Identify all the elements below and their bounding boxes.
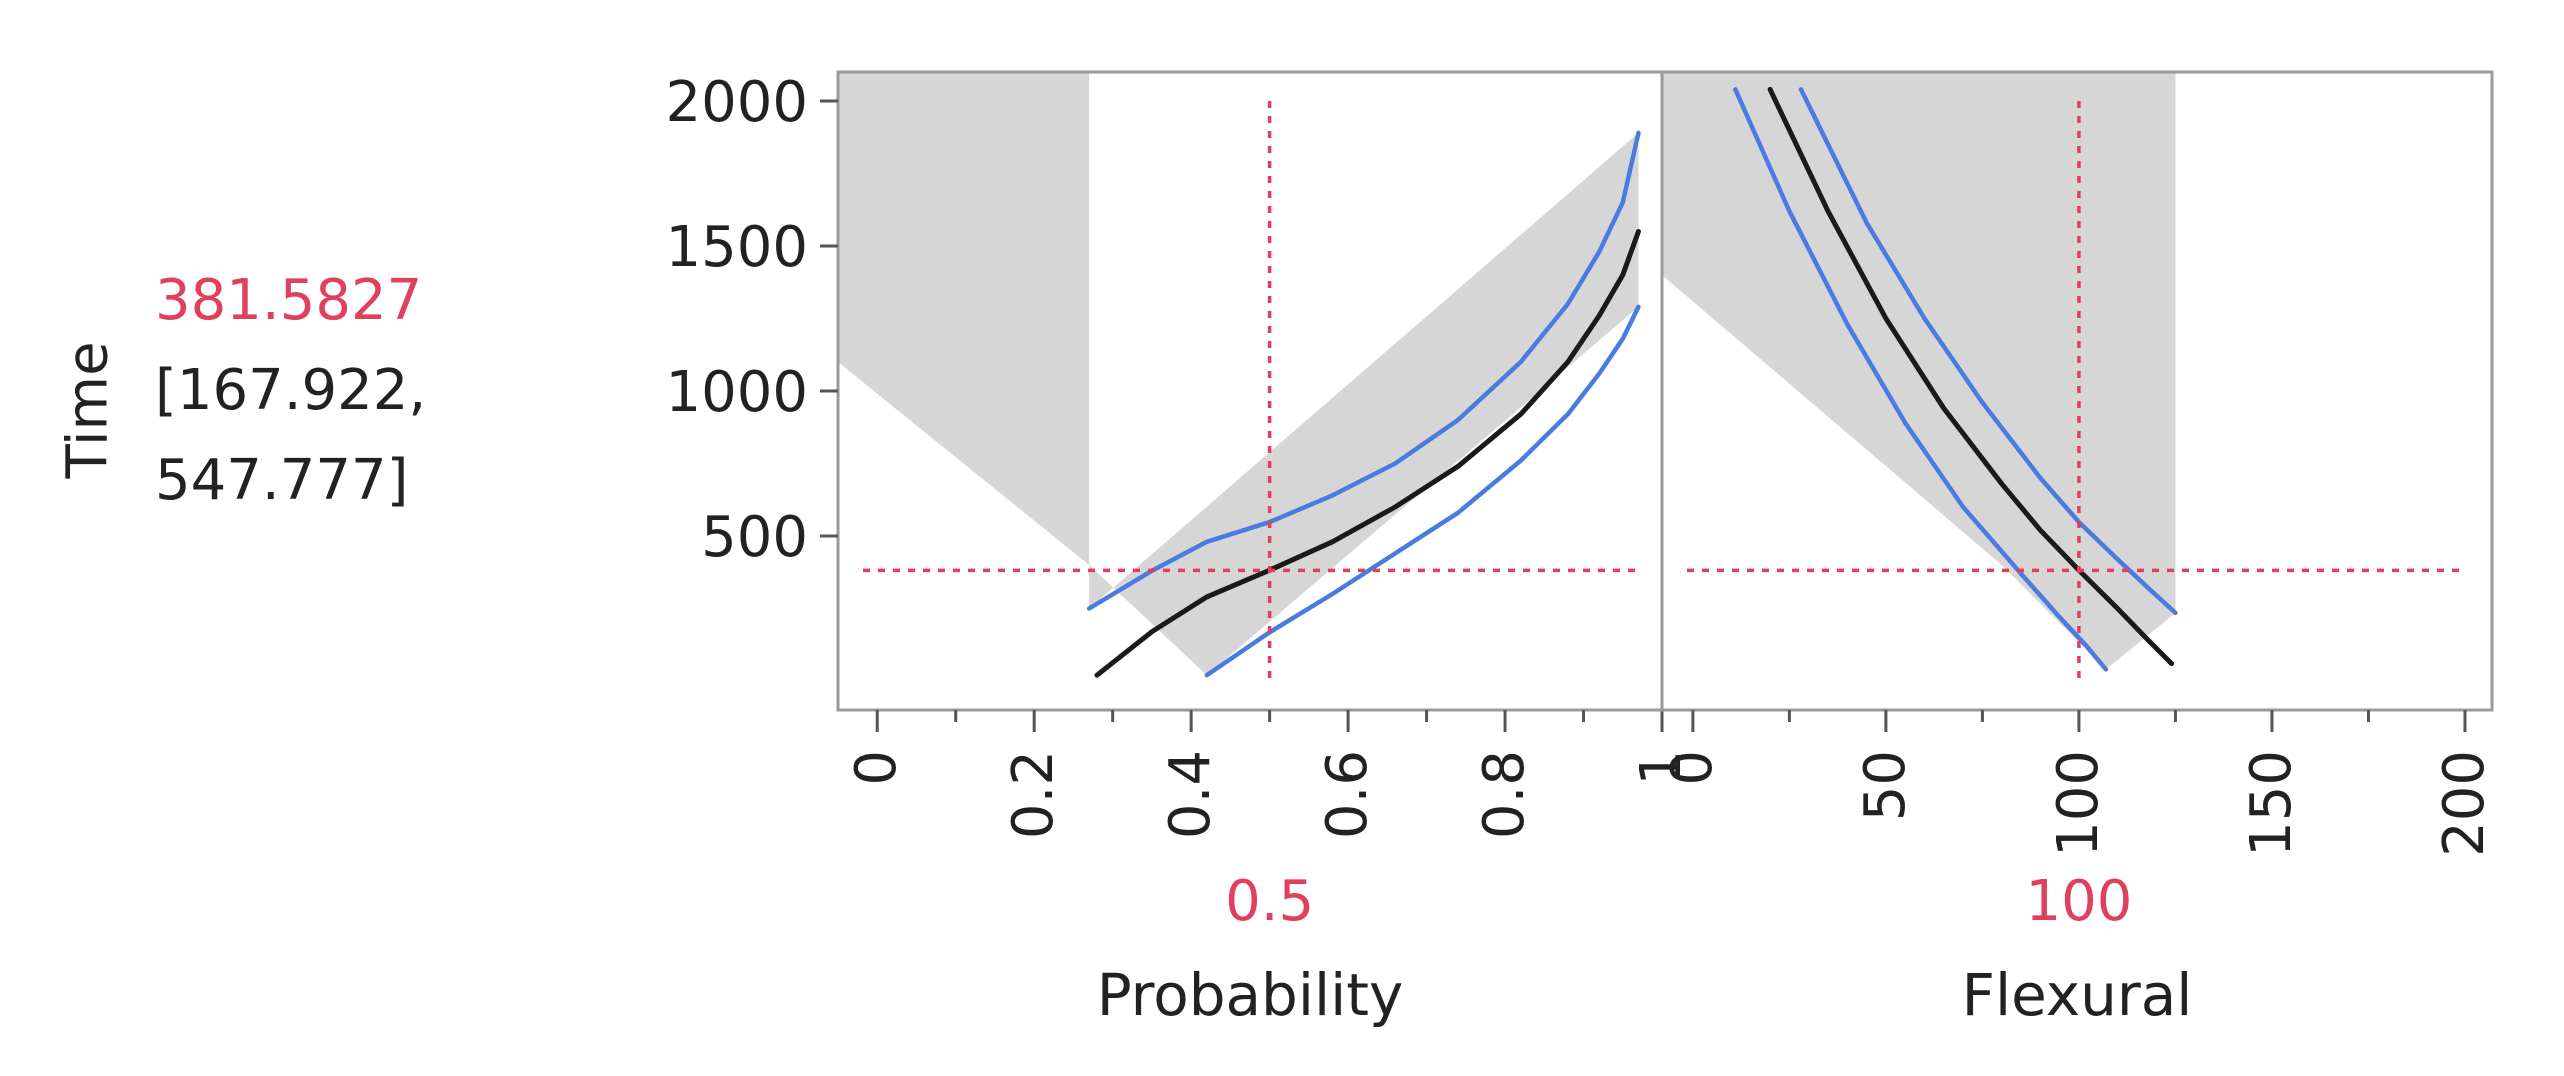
x-tick-label: 100 [2046, 750, 2111, 857]
confidence-interval-upper: 547.777] [155, 448, 409, 513]
series-upper-line [1086, 130, 1641, 611]
confidence-interval-lower: [167.922, [155, 358, 427, 423]
x-tick-label: 0.4 [1158, 750, 1223, 839]
x-tick-label: 0 [844, 750, 909, 786]
x-tick-label: 0.8 [1472, 750, 1537, 839]
series-lower-line [1204, 304, 1641, 678]
x-tick-label: 50 [1853, 750, 1918, 821]
y-tick-label: 1000 [665, 360, 808, 425]
series-prediction-line [1094, 229, 1641, 678]
x-tick-label: 0.6 [1315, 750, 1380, 839]
series-upper-line [1798, 87, 2178, 616]
x-tick-label: 0.2 [1001, 750, 1066, 839]
x-tick-label: 150 [2239, 750, 2304, 857]
x-axis-title: Probability [1097, 961, 1404, 1029]
x-tick-label: 200 [2432, 750, 2497, 857]
shaded-region-0 [838, 72, 1090, 565]
x-tick-label: 0 [1660, 750, 1725, 786]
panel-probability: 0 0.2 0.4 0.6 0.8 1 0.5 Probability 500 1000 1500 2… [665, 70, 1694, 1029]
y-tick-label: 2000 [665, 70, 808, 135]
series-prediction-line [1767, 86, 2175, 667]
panel-plot-area [838, 72, 1662, 710]
series-lower-line [1733, 87, 2109, 672]
panel-frame [1660, 70, 2494, 712]
current-x-value: 100 [2025, 869, 2132, 934]
y-tick-label: 1500 [665, 215, 808, 280]
y-tick-label: 500 [701, 505, 808, 570]
shaded-region-1 [1089, 132, 1639, 676]
predicted-value: 381.5827 [155, 268, 423, 333]
response-readout: Time 381.5827 [167.922, 547.777] [0, 0, 600, 700]
x-tick-label: 1 [1629, 750, 1694, 786]
panel-plot-area [1662, 72, 2492, 710]
x-axis-title: Flexural [1962, 961, 2193, 1029]
panel-flexural: 0 50 100 150 200 100 Flexural [1660, 70, 2497, 1029]
current-x-value: 0.5 [1225, 869, 1314, 934]
